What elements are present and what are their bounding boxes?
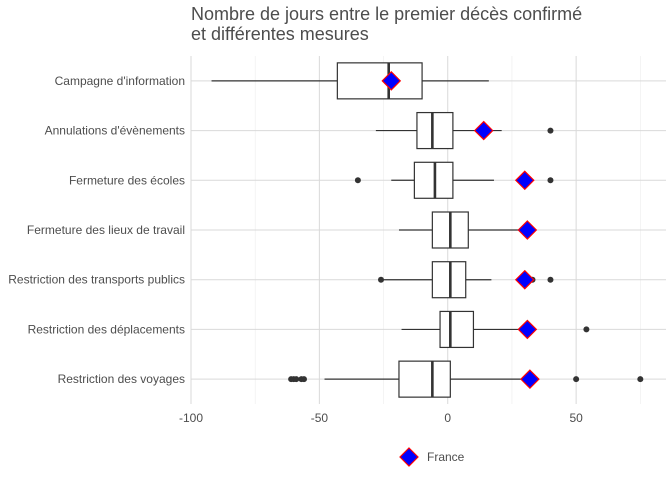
category-label: Fermeture des écoles [69,173,185,187]
category-label: Restriction des transports publics [8,273,185,287]
box-iqr [336,62,423,100]
legend-label-france: France [427,450,465,464]
category-label: Restriction des voyages [58,372,185,386]
france-marker [517,319,538,340]
category-label: Annulations d'évènements [45,124,185,138]
france-marker [517,220,538,240]
outlier-point [300,376,307,383]
chart-title-line-2: et différentes mesures [191,24,369,44]
chart-title-line-1: Nombre de jours entre le premier décès c… [191,4,583,24]
france-marker [520,369,540,389]
france-marker [381,71,402,91]
category-label: Fermeture des lieux de travail [27,223,185,237]
category-label: Restriction des déplacements [28,322,185,336]
outlier-point [293,376,300,383]
france-marker [514,269,535,290]
x-tick-label: 50 [569,411,583,425]
box-iqr [416,111,454,150]
outlier-point [547,127,554,134]
outlier-point [547,276,554,283]
outlier-point [547,177,554,184]
category-label: Campagne d'information [55,74,185,88]
outlier-point [573,376,580,383]
box-iqr [439,310,475,349]
outlier-point [378,276,384,283]
x-tick-label: -50 [311,411,329,425]
outlier-point [583,326,590,333]
x-tick-label: 0 [444,411,451,425]
outlier-point [637,376,644,383]
x-tick-label: -100 [179,411,203,425]
france-marker [473,120,494,141]
outlier-point [354,177,361,184]
france-marker [514,170,535,191]
box-iqr [398,360,451,398]
legend-key-france [399,447,419,467]
